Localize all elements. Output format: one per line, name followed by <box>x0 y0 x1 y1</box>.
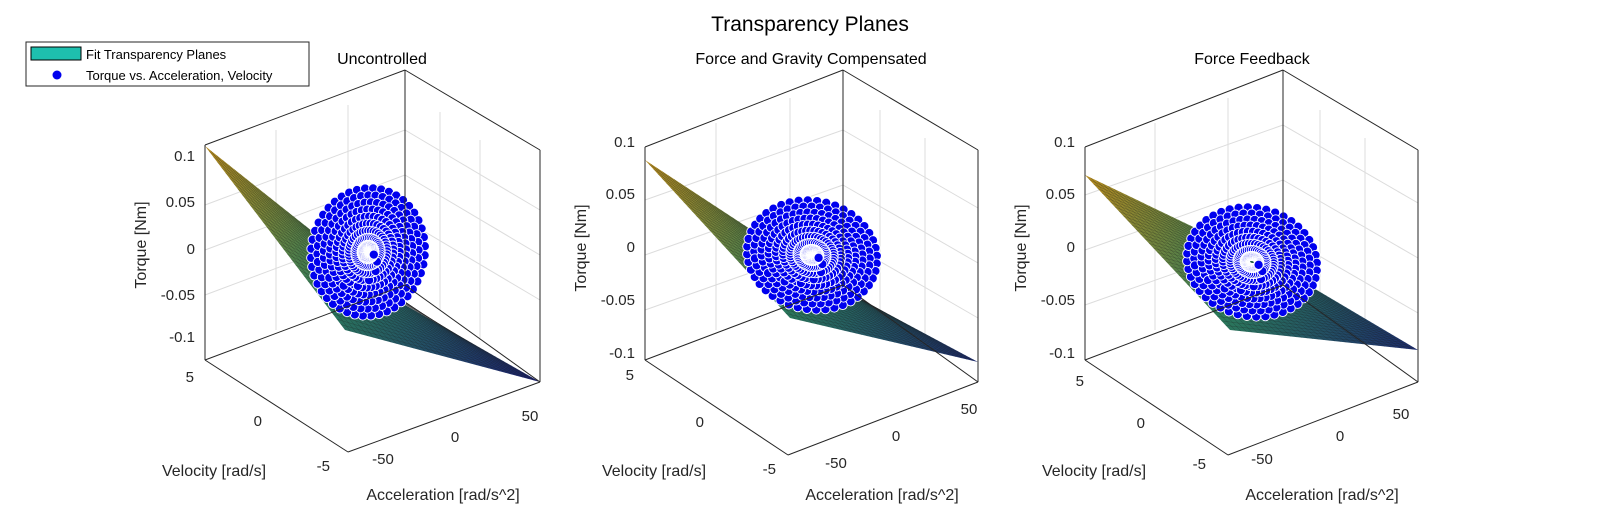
x-tick-label: 50 <box>1393 406 1410 423</box>
mesh-line <box>1221 320 1411 346</box>
x-tick-label: 50 <box>961 401 978 418</box>
legend-surface-label: Fit Transparency Planes <box>86 47 227 62</box>
subplot-force-feedback: Force Feedback 0.1 <box>1013 51 1419 504</box>
z-tick-label: 0.1 <box>614 134 635 151</box>
legend-points-marker <box>52 70 62 80</box>
mesh-line <box>336 319 533 378</box>
x-tick-label: 0 <box>1336 428 1344 445</box>
axes-grid <box>204 105 541 340</box>
z-tick-label: 0 <box>187 241 195 258</box>
axes-box <box>204 69 541 453</box>
x-tick-label: 0 <box>892 428 900 445</box>
y-axis-label: Velocity [rad/s] <box>162 463 266 480</box>
z-tick-label: -0.1 <box>169 329 195 346</box>
y-tick-label: 5 <box>1076 373 1084 390</box>
z-tick-label: 0.1 <box>174 148 195 165</box>
data-point <box>368 249 379 260</box>
x-ticks: -50 0 50 <box>825 401 977 472</box>
data-points <box>1182 202 1322 322</box>
z-tick-label: 0.05 <box>166 194 195 211</box>
subplot-title: Force and Gravity Compensated <box>695 51 926 68</box>
fit-plane-surface <box>205 146 540 382</box>
x-tick-label: 50 <box>522 408 539 425</box>
data-point <box>1253 259 1264 270</box>
y-ticks: 5 0 -5 <box>1076 373 1206 473</box>
axes-grid <box>644 98 979 335</box>
y-tick-label: 5 <box>626 367 634 384</box>
data-points <box>306 183 430 321</box>
y-axis-label: Velocity [rad/s] <box>602 463 706 480</box>
z-ticks: 0.1 0.05 0 -0.05 -0.1 <box>161 148 195 346</box>
x-tick-label: -50 <box>372 451 394 468</box>
axes-box <box>1084 69 1419 456</box>
x-ticks: -50 0 50 <box>372 408 538 468</box>
y-tick-label: -5 <box>1193 456 1206 473</box>
mesh-line <box>387 290 523 378</box>
axes-box <box>644 69 979 456</box>
legend-points-label: Torque vs. Acceleration, Velocity <box>86 68 273 83</box>
subplot-title: Uncontrolled <box>337 51 427 68</box>
y-tick-label: 0 <box>1137 415 1145 432</box>
y-ticks: 5 0 -5 <box>186 369 330 475</box>
z-ticks: 0.1 0.05 0 -0.05 -0.1 <box>1041 134 1075 362</box>
fit-plane-surface <box>645 160 978 362</box>
z-tick-label: 0 <box>1067 239 1075 256</box>
z-tick-label: -0.05 <box>161 287 195 304</box>
z-tick-label: 0 <box>627 239 635 256</box>
z-axis-label: Torque [Nm] <box>133 201 150 288</box>
x-tick-label: 0 <box>451 429 459 446</box>
subplot-force-gravity-compensated: Force and Gravity Compensated <box>573 51 979 504</box>
data-point <box>813 252 824 263</box>
y-axis-label: Velocity [rad/s] <box>1042 463 1146 480</box>
y-tick-label: 0 <box>696 414 704 431</box>
mesh-line <box>340 324 537 380</box>
z-tick-label: -0.1 <box>1049 345 1075 362</box>
z-tick-label: -0.1 <box>609 345 635 362</box>
mesh-line <box>1225 325 1415 348</box>
z-tick-label: 0.05 <box>606 186 635 203</box>
mesh-line <box>393 295 529 380</box>
mesh-line <box>781 308 971 358</box>
y-ticks: 5 0 -5 <box>626 367 776 478</box>
x-ticks: -50 0 50 <box>1251 406 1409 468</box>
mesh-line <box>332 313 529 376</box>
mesh-line <box>1217 316 1407 344</box>
y-tick-label: -5 <box>317 458 330 475</box>
z-axis-label: Torque [Nm] <box>1013 204 1030 291</box>
z-tick-label: 0.1 <box>1054 134 1075 151</box>
subplot-title: Force Feedback <box>1194 51 1311 68</box>
x-tick-label: -50 <box>825 455 847 472</box>
subplot-uncontrolled: Uncontrolled 0.1 <box>133 51 541 504</box>
x-tick-label: -50 <box>1251 451 1273 468</box>
mesh-line <box>785 313 975 361</box>
legend: Fit Transparency Planes Torque vs. Accel… <box>25 41 310 87</box>
figure-title: Transparency Planes <box>711 13 909 36</box>
x-axis-label: Acceleration [rad/s^2] <box>805 487 958 504</box>
z-axis-label: Torque [Nm] <box>573 204 590 291</box>
y-tick-label: -5 <box>763 461 776 478</box>
z-ticks: 0.1 0.05 0 -0.05 -0.1 <box>601 134 635 362</box>
x-axis-label: Acceleration [rad/s^2] <box>366 487 519 504</box>
y-tick-label: 0 <box>254 413 262 430</box>
y-tick-label: 5 <box>186 369 194 386</box>
mesh-line <box>399 300 535 381</box>
z-tick-label: -0.05 <box>1041 292 1075 309</box>
z-tick-label: -0.05 <box>601 292 635 309</box>
z-tick-label: 0.05 <box>1046 186 1075 203</box>
legend-surface-swatch <box>30 46 82 61</box>
x-axis-label: Acceleration [rad/s^2] <box>1245 487 1398 504</box>
